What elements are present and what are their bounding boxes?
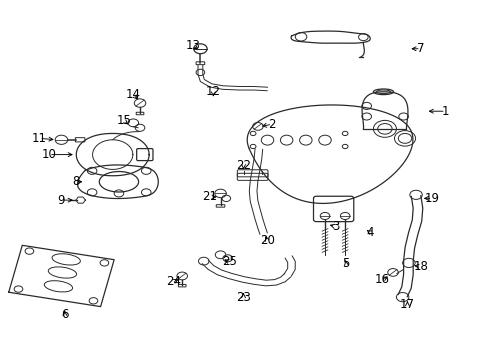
Text: 6: 6 — [61, 308, 68, 321]
Text: 22: 22 — [236, 159, 250, 172]
Text: 14: 14 — [125, 88, 141, 101]
Text: 20: 20 — [260, 234, 274, 247]
Text: 19: 19 — [424, 192, 439, 205]
Text: 3: 3 — [331, 220, 339, 233]
Text: 18: 18 — [412, 260, 427, 273]
Text: 9: 9 — [58, 194, 65, 207]
Text: 11: 11 — [32, 132, 47, 145]
Text: 10: 10 — [41, 148, 56, 161]
Text: 17: 17 — [399, 298, 414, 311]
Text: 2: 2 — [268, 118, 276, 131]
Text: 23: 23 — [236, 291, 250, 303]
Text: 15: 15 — [116, 114, 131, 127]
Text: 21: 21 — [202, 190, 217, 203]
Text: 8: 8 — [72, 175, 80, 188]
Text: 24: 24 — [166, 275, 181, 288]
Text: 1: 1 — [441, 105, 448, 118]
Text: 12: 12 — [205, 85, 221, 98]
Text: 16: 16 — [374, 273, 389, 286]
Text: 13: 13 — [185, 39, 200, 52]
Text: 25: 25 — [221, 255, 236, 268]
Text: 5: 5 — [342, 257, 349, 270]
Text: 4: 4 — [366, 226, 373, 239]
Text: 7: 7 — [416, 42, 424, 55]
